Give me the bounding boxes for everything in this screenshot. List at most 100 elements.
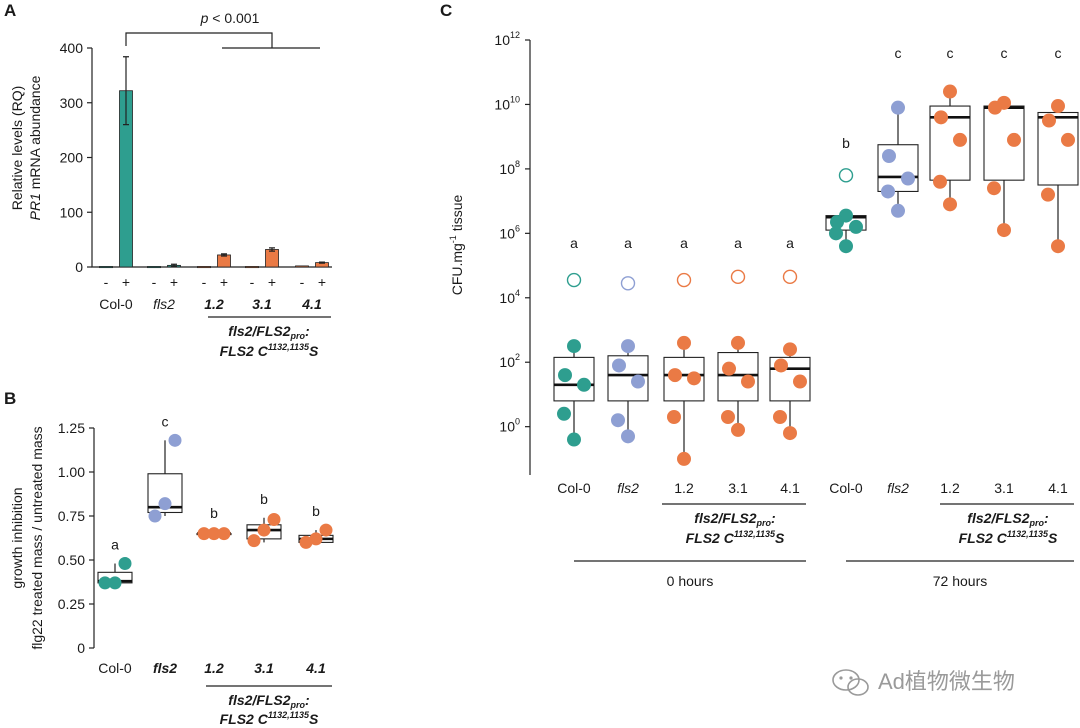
panel-b-point — [118, 557, 132, 571]
gt-b2-sup: 1132,1135 — [268, 710, 310, 720]
panel-c-point — [829, 226, 843, 241]
gt-b1-sub: pro — [290, 700, 306, 710]
tick-base: 10 — [499, 419, 515, 435]
gt-c2-end: S — [775, 530, 785, 546]
panel-b-point — [267, 513, 281, 527]
panel-c-point — [612, 358, 626, 373]
panel-c-ytick-label: 106 — [499, 223, 520, 241]
gt-c1-end: : — [771, 510, 776, 526]
panel-c-point — [668, 368, 682, 383]
tick-exponent: 6 — [515, 223, 520, 233]
panel-c-ytick-label: 1012 — [494, 30, 520, 48]
panel-c-point — [933, 174, 947, 189]
panel-b-genotype-line2: FLS2 C1132,1135S — [220, 710, 319, 727]
watermark: Ad植物微生物 — [832, 669, 1015, 696]
panel-a-error-bar — [123, 56, 129, 126]
c-ylabel-end: tissue — [449, 194, 465, 235]
gt-c1: fls2/FLS2 — [694, 510, 756, 526]
panel-c-point — [722, 361, 736, 376]
panel-a-group-label: Col-0 — [99, 296, 133, 312]
panel-c-point — [1007, 132, 1021, 147]
panel-c-letter: c — [1001, 45, 1008, 61]
panel-c-point — [783, 342, 797, 357]
panel-c-point — [953, 132, 967, 147]
tick-base: 10 — [499, 161, 515, 177]
panel-b-point — [158, 497, 172, 511]
panel-a-treatment-mark: + — [268, 274, 276, 290]
wechat-icon — [832, 669, 869, 696]
panel-c-point — [677, 335, 691, 350]
panel-c-point — [621, 339, 635, 354]
panel-c-point — [997, 223, 1011, 238]
panel-c-point — [1041, 187, 1055, 202]
panel-c-genotype-line2-0h: FLS2 C1132,1135S — [686, 529, 785, 546]
panel-a-treatment-mark: - — [104, 274, 109, 290]
panel-a-treatment-mark: + — [220, 274, 228, 290]
panel-b-ytick-label: 1.25 — [58, 420, 85, 436]
c-ylabel-main: CFU.mg — [449, 243, 465, 295]
panel-a-group-label: fls2 — [153, 296, 175, 312]
panel-b-axes: 0 0.25 0.50 0.75 1.00 1.25 — [58, 420, 95, 656]
panel-b-letter: b — [312, 503, 320, 519]
panel-a-treatment-mark: - — [152, 274, 157, 290]
panel-c-point — [731, 335, 745, 350]
panel-a-bar — [265, 249, 279, 268]
panel-c-point — [943, 197, 957, 212]
panel-a-treatment-mark: + — [122, 274, 130, 290]
panel-c-point — [557, 406, 571, 421]
panel-c-outlier — [620, 276, 636, 291]
panel-a-bar — [99, 266, 113, 269]
panel-c-point — [839, 239, 853, 254]
panel-c-genotype-line2-72h: FLS2 C1132,1135S — [959, 529, 1058, 546]
tick-exponent: 4 — [515, 288, 520, 298]
panel-c-group-label: 1.2 — [940, 480, 960, 496]
panel-c-point — [721, 410, 735, 424]
gt-b2: FLS2 C — [220, 711, 269, 727]
panel-c-letter: a — [786, 235, 794, 251]
panel-a-label: A — [4, 1, 16, 20]
panel-c-outlier — [730, 269, 746, 285]
panel-b-point — [197, 527, 211, 541]
panel-a-ylabel-line2: PR1 mRNA abundance — [27, 75, 43, 220]
gt-c1-sub: pro — [756, 518, 772, 528]
panel-c-letter: a — [680, 235, 688, 251]
panel-b-point — [168, 433, 182, 447]
panel-a-error-bar — [171, 263, 177, 268]
panel-c-ytick-label: 100 — [499, 417, 520, 435]
panel-a-ytick-label: 0 — [75, 259, 83, 275]
panel-c-point — [1051, 99, 1065, 114]
panel-b-ytick-label: 0.25 — [58, 596, 85, 612]
panel-c-letter: c — [1055, 45, 1062, 61]
panel-c-point — [934, 110, 948, 125]
panel-b-marks: a Col-0 c fls2 b 1.2 b 3.1 b 4.1 — [97, 413, 334, 676]
panel-c-ytick-label: 1010 — [494, 94, 520, 112]
panel-c-point — [901, 171, 915, 186]
panel-c-point — [631, 374, 645, 389]
gt-c2: FLS2 C — [686, 530, 735, 546]
panel-a-significance: p < 0.001 — [200, 10, 260, 26]
panel-b-group-label: Col-0 — [98, 660, 132, 676]
panel-b-ytick-label: 1.00 — [58, 464, 85, 480]
panel-c-label: C — [440, 1, 452, 20]
gt-c4-sup: 1132,1135 — [1007, 529, 1049, 539]
panel-b-point — [108, 576, 122, 590]
gt-a2: FLS2 C — [220, 343, 269, 359]
panel-b-point — [299, 535, 313, 549]
panel-b-ytick-label: 0 — [77, 640, 85, 656]
panel-a-genotype-label: fls2/FLS2pro: FLS2 C1132,1135S — [208, 316, 331, 359]
gt-c4-end: S — [1048, 530, 1058, 546]
panel-a-bar — [245, 266, 259, 269]
panel-c-group-label: Col-0 — [829, 480, 863, 496]
panel-c-ytick-label: 108 — [499, 159, 520, 177]
tick-exponent: 10 — [510, 94, 520, 104]
panel-b-letter: a — [111, 537, 119, 553]
panel-c-marks: a Col-0 a fls2 a 1.2 a 3.1 a 4.1 b Col-0 c fls2 c 1.2 c 3… — [553, 45, 1079, 496]
panel-c-point — [891, 100, 905, 115]
panel-b-ytick-label: 0.75 — [58, 508, 85, 524]
panel-c-point — [774, 358, 788, 373]
panel-c-group-label: 3.1 — [994, 480, 1014, 496]
gt-c2-sup: 1132,1135 — [734, 529, 776, 539]
panel-b-genotype-line1: fls2/FLS2pro: — [228, 692, 309, 710]
panel-a-ytick-label: 300 — [60, 95, 84, 111]
gt-b1: fls2/FLS2 — [228, 692, 290, 708]
